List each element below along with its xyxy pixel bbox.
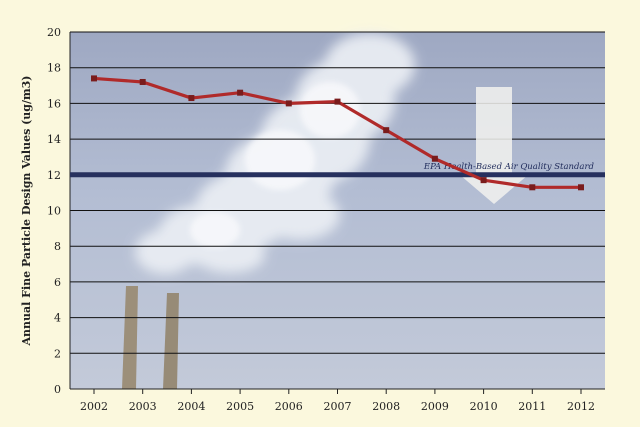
smokestack-left [122,286,138,389]
x-tick-label: 2003 [129,400,157,413]
x-tick-label: 2007 [324,400,352,413]
x-tick-label: 2002 [80,400,108,413]
reference-line-label: EPA Health-Based Air Quality Standard [423,162,595,172]
x-axis-ticks: 2002 2003 2004 2005 2006 2007 2008 2009 2010 2011… [80,389,595,413]
data-point [431,155,438,162]
x-tick-label: 2011 [518,400,546,413]
y-tick-label: 4 [54,312,61,325]
data-point [91,75,97,82]
y-tick-label: 20 [47,26,61,39]
y-tick-label: 18 [47,62,61,75]
standard-reference-line: EPA Health-Based Air Quality Standard [70,162,605,178]
smokestack-right [163,293,179,389]
y-tick-label: 6 [54,276,61,289]
x-tick-label: 2005 [226,400,254,413]
y-tick-label: 12 [47,169,61,182]
data-point [237,89,244,96]
y-tick-label: 14 [47,133,61,146]
y-axis-label: Annual Fine Particle Design Values (ug/m… [20,75,33,346]
y-tick-label: 2 [54,347,61,360]
data-point [139,78,146,85]
x-tick-label: 2004 [177,400,205,413]
data-point [188,95,195,102]
series-line [91,75,584,191]
data-point [334,98,341,105]
y-tick-label: 0 [54,383,61,396]
x-tick-label: 2012 [567,400,595,413]
data-point [285,100,292,107]
data-point [529,184,536,191]
data-point [578,184,584,191]
data-point [383,127,390,134]
data-point [480,177,487,184]
x-tick-label: 2008 [372,400,400,413]
x-tick-label: 2009 [421,400,449,413]
y-axis-ticks: 0 2 4 6 8 10 12 14 16 18 20 [47,26,61,396]
x-tick-label: 2010 [470,400,498,413]
y-tick-label: 10 [47,205,61,218]
smokestacks [122,286,179,389]
y-tick-label: 8 [54,240,61,253]
x-tick-label: 2006 [275,400,303,413]
y-tick-label: 16 [47,97,61,110]
